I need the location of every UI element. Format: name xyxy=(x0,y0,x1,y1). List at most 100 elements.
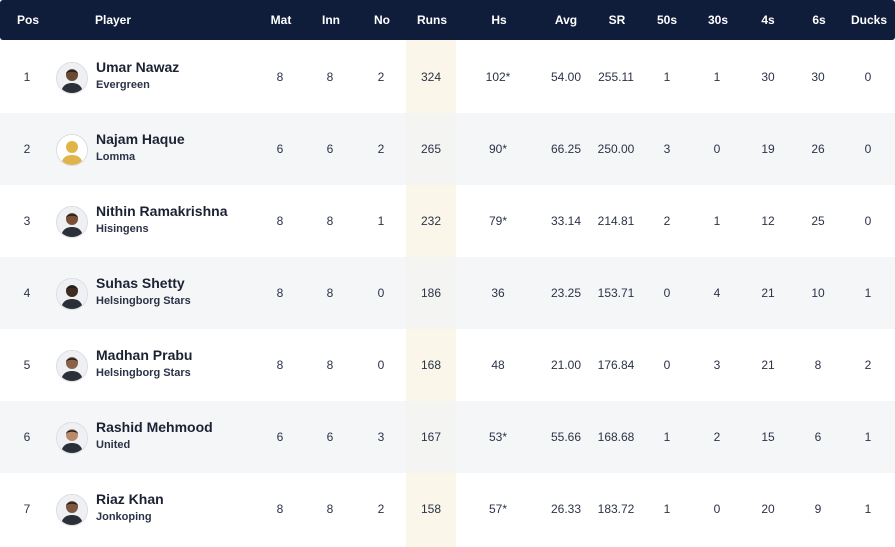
ducks-cell: 1 xyxy=(864,502,872,516)
header-4s[interactable]: 4s xyxy=(761,13,775,27)
ducks-cell: 0 xyxy=(864,70,872,84)
no-cell: 1 xyxy=(377,214,385,228)
header-player[interactable]: Player xyxy=(95,13,132,27)
no-cell: 3 xyxy=(377,430,385,444)
player-team: Helsingborg Stars xyxy=(96,295,191,307)
table-row[interactable]: 1 Umar Nawaz Evergreen 8 8 2 324 102* 54… xyxy=(0,41,895,113)
avg-cell: 23.25 xyxy=(550,286,582,300)
thirties-cell: 2 xyxy=(713,430,721,444)
player-name[interactable]: Madhan Prabu xyxy=(96,347,193,363)
runs-cell: 168 xyxy=(420,358,442,372)
player-photo-icon[interactable] xyxy=(56,278,88,310)
no-cell: 2 xyxy=(377,70,385,84)
player-name[interactable]: Riaz Khan xyxy=(96,491,164,507)
fours-cell: 20 xyxy=(761,502,775,516)
runs-cell: 232 xyxy=(420,214,442,228)
header-ducks[interactable]: Ducks xyxy=(850,13,888,27)
table-row[interactable]: 5 Madhan Prabu Helsingborg Stars 8 8 0 1… xyxy=(0,329,895,401)
table-row[interactable]: 3 Nithin Ramakrishna Hisingens 8 8 1 232… xyxy=(0,185,895,257)
runs-cell: 186 xyxy=(420,286,442,300)
player-photo-icon[interactable] xyxy=(56,350,88,382)
header-30s[interactable]: 30s xyxy=(707,13,729,27)
player-photo-icon[interactable] xyxy=(56,494,88,526)
no-cell: 0 xyxy=(377,286,385,300)
mat-cell: 8 xyxy=(276,70,284,84)
fifties-cell: 1 xyxy=(663,502,671,516)
fifties-cell: 1 xyxy=(663,70,671,84)
mat-cell: 6 xyxy=(276,430,284,444)
header-6s[interactable]: 6s xyxy=(812,13,826,27)
mat-cell: 8 xyxy=(276,502,284,516)
thirties-cell: 3 xyxy=(713,358,721,372)
player-name[interactable]: Nithin Ramakrishna xyxy=(96,203,228,219)
player-photo-icon[interactable] xyxy=(56,422,88,454)
player-name[interactable]: Suhas Shetty xyxy=(96,275,185,291)
header-50s[interactable]: 50s xyxy=(656,13,678,27)
fours-cell: 12 xyxy=(761,214,775,228)
pos-cell: 3 xyxy=(23,214,31,228)
player-team: Jonkoping xyxy=(96,511,152,523)
thirties-cell: 0 xyxy=(713,502,721,516)
header-hs[interactable]: Hs xyxy=(491,13,507,27)
inn-cell: 8 xyxy=(326,358,334,372)
avg-cell: 21.00 xyxy=(550,358,582,372)
avg-cell: 54.00 xyxy=(550,70,582,84)
fifties-cell: 0 xyxy=(663,358,671,372)
sr-cell: 214.81 xyxy=(597,214,635,228)
mat-cell: 8 xyxy=(276,214,284,228)
placeholder-person-icon[interactable] xyxy=(56,134,88,166)
runs-cell: 158 xyxy=(420,502,442,516)
no-cell: 2 xyxy=(377,502,385,516)
runs-cell: 167 xyxy=(420,430,442,444)
player-team: Hisingens xyxy=(96,223,149,235)
header-sr[interactable]: SR xyxy=(608,13,626,27)
inn-cell: 8 xyxy=(326,70,334,84)
runs-cell: 265 xyxy=(420,142,442,156)
table-row[interactable]: 4 Suhas Shetty Helsingborg Stars 8 8 0 1… xyxy=(0,257,895,329)
header-pos[interactable]: Pos xyxy=(17,13,40,27)
sr-cell: 183.72 xyxy=(597,502,635,516)
table-header: Pos Player Mat Inn No Runs Hs Avg SR 50s… xyxy=(0,0,895,40)
header-mat[interactable]: Mat xyxy=(270,13,292,27)
table-row[interactable]: 2 Najam Haque Lomma 6 6 2 265 90* 66.25 … xyxy=(0,113,895,185)
mat-cell: 8 xyxy=(276,358,284,372)
player-name[interactable]: Rashid Mehmood xyxy=(96,419,213,435)
mat-cell: 6 xyxy=(276,142,284,156)
player-name[interactable]: Najam Haque xyxy=(96,131,185,147)
table-row[interactable]: 7 Riaz Khan Jonkoping 8 8 2 158 57* 26.3… xyxy=(0,473,895,545)
header-avg[interactable]: Avg xyxy=(554,13,578,27)
player-team: Evergreen xyxy=(96,79,150,91)
hs-cell: 90* xyxy=(488,142,508,156)
player-team: Lomma xyxy=(96,151,136,163)
sixes-cell: 6 xyxy=(814,430,822,444)
sr-cell: 168.68 xyxy=(597,430,635,444)
table-row[interactable]: 6 Rashid Mehmood United 6 6 3 167 53* 55… xyxy=(0,401,895,473)
hs-cell: 57* xyxy=(488,502,508,516)
fours-cell: 30 xyxy=(761,70,775,84)
fours-cell: 21 xyxy=(761,286,775,300)
ducks-cell: 1 xyxy=(864,286,872,300)
fours-cell: 21 xyxy=(761,358,775,372)
ducks-cell: 0 xyxy=(864,214,872,228)
hs-cell: 36 xyxy=(491,286,505,300)
fifties-cell: 0 xyxy=(663,286,671,300)
sr-cell: 153.71 xyxy=(597,286,635,300)
inn-cell: 8 xyxy=(326,214,334,228)
player-photo-icon[interactable] xyxy=(56,62,88,94)
thirties-cell: 4 xyxy=(713,286,721,300)
runs-cell: 324 xyxy=(420,70,442,84)
header-no[interactable]: No xyxy=(374,13,390,27)
player-name[interactable]: Umar Nawaz xyxy=(96,59,180,75)
header-inn[interactable]: Inn xyxy=(322,13,340,27)
fours-cell: 15 xyxy=(761,430,775,444)
avg-cell: 66.25 xyxy=(550,142,582,156)
mat-cell: 8 xyxy=(276,286,284,300)
fifties-cell: 1 xyxy=(663,430,671,444)
header-runs[interactable]: Runs xyxy=(417,13,447,27)
pos-cell: 6 xyxy=(23,430,31,444)
sixes-cell: 9 xyxy=(814,502,822,516)
thirties-cell: 1 xyxy=(713,70,721,84)
player-photo-icon[interactable] xyxy=(56,206,88,238)
sixes-cell: 26 xyxy=(811,142,825,156)
